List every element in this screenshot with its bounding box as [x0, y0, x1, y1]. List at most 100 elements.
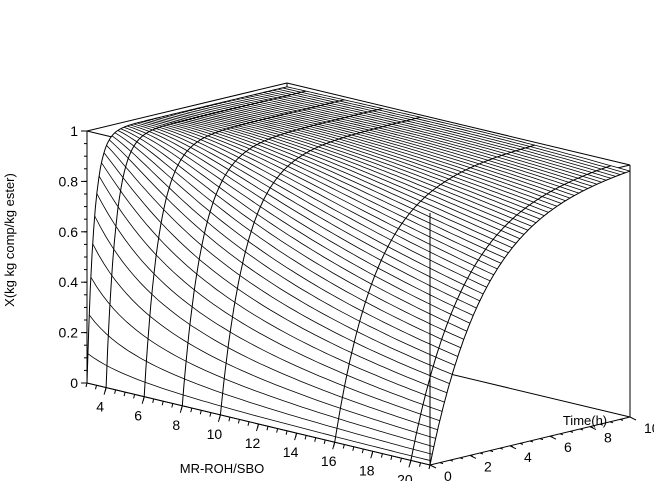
x-tick-label: 20	[397, 471, 413, 481]
y-tick-label: 10	[644, 420, 654, 436]
surface-mr-line	[410, 165, 612, 461]
x-minor-tick	[257, 423, 259, 429]
x-minor-tick	[95, 385, 97, 390]
surface-mr-line	[219, 116, 421, 415]
x-minor-tick	[285, 430, 288, 435]
x-tick-label: 8	[172, 417, 180, 433]
surface-patch	[88, 288, 434, 457]
x-minor-tick	[361, 448, 364, 454]
y-minor-tick	[609, 421, 614, 424]
z-tick-label: 0	[70, 375, 78, 391]
y-minor-tick	[469, 454, 474, 457]
surface-patch	[123, 126, 469, 332]
x-minor-tick	[190, 407, 193, 413]
y-minor-tick	[509, 445, 514, 448]
surface-mesh	[86, 86, 631, 466]
y-minor-tick	[589, 426, 594, 429]
x-minor-tick	[352, 446, 355, 451]
y-minor-tick	[619, 418, 624, 421]
surface-patch	[132, 123, 477, 312]
surface-mr-line	[143, 99, 345, 397]
y-minor-tick	[559, 433, 564, 436]
x-minor-tick	[133, 394, 136, 399]
y-minor-tick	[549, 435, 554, 438]
surface-patch	[115, 131, 461, 355]
z-tick-label: 1	[70, 123, 78, 139]
x-minor-tick	[104, 387, 107, 392]
x-tick-label: 12	[245, 435, 261, 451]
y-tick	[429, 464, 437, 469]
x-minor-tick	[390, 455, 393, 461]
box-edge	[286, 82, 631, 166]
surface-patch	[137, 122, 482, 301]
z-axis-label: X(kg kg comp/kg ester)	[2, 173, 17, 307]
x-minor-tick	[399, 458, 402, 463]
x-tick-label: 4	[96, 399, 104, 415]
x-minor-tick	[180, 405, 183, 410]
y-minor-tick	[529, 440, 534, 443]
surface-edge	[429, 170, 631, 466]
x-minor-tick	[304, 435, 307, 440]
x-minor-tick	[114, 389, 117, 394]
x-minor-tick	[276, 428, 279, 433]
x-minor-tick	[85, 382, 88, 388]
x-minor-tick	[266, 426, 269, 431]
x-minor-tick	[295, 432, 298, 438]
x-minor-tick	[209, 412, 212, 417]
surface-mr-line	[181, 108, 383, 406]
surface-patch	[90, 255, 436, 450]
x-tick-label: 10	[207, 426, 223, 442]
y-axis-label: Time(h)	[563, 413, 607, 428]
x-minor-tick	[123, 391, 126, 397]
surface-patch	[127, 125, 472, 324]
y-minor-tick	[459, 457, 464, 460]
x-tick-label: 16	[321, 453, 337, 469]
x-tick-label: 18	[359, 462, 375, 478]
surface-patch	[128, 124, 474, 320]
x-tick-label: 14	[283, 444, 299, 460]
x-minor-tick	[171, 403, 174, 408]
x-minor-tick	[409, 460, 412, 465]
surface-patch	[145, 120, 491, 285]
box-edge	[86, 82, 288, 132]
axes: 00.20.40.60.814681012141618200246810	[59, 123, 654, 481]
surface-mr-line	[105, 90, 307, 388]
x-minor-tick	[419, 462, 421, 467]
surface-patch	[117, 129, 462, 351]
y-minor-tick	[519, 442, 524, 445]
surface-patch	[150, 119, 496, 276]
x-minor-tick	[152, 398, 155, 404]
y-tick-label: 4	[524, 449, 532, 465]
x-minor-tick	[228, 417, 231, 422]
surface-patch	[135, 123, 481, 304]
z-tick-label: 0.6	[59, 224, 79, 240]
y-tick-label: 2	[484, 458, 492, 474]
x-minor-tick	[380, 453, 383, 458]
x-minor-tick	[237, 419, 240, 424]
surface-patch	[138, 122, 484, 298]
z-tick-label: 0.8	[59, 173, 79, 189]
x-minor-tick	[247, 421, 250, 426]
x-minor-tick	[333, 442, 336, 447]
y-tick-label: 6	[564, 439, 572, 455]
surface-patch	[148, 119, 494, 279]
surface-patch	[140, 121, 486, 294]
x-axis-label: MR-ROH/SBO	[180, 461, 265, 476]
y-tick	[629, 416, 637, 421]
x-minor-tick	[371, 451, 374, 456]
surface-patch	[130, 124, 476, 316]
surface-patch	[118, 128, 464, 346]
y-minor-tick	[599, 423, 604, 426]
surface-patch	[142, 121, 487, 291]
z-tick-label: 0.4	[59, 274, 79, 290]
x-minor-tick	[161, 401, 164, 406]
y-tick-label: 8	[604, 430, 612, 446]
x-minor-tick	[314, 437, 317, 442]
surface-patch	[152, 118, 497, 273]
y-minor-tick	[449, 459, 454, 462]
z-tick-label: 0.2	[59, 325, 79, 341]
y-tick-label: 0	[444, 468, 452, 481]
surface-edge	[86, 86, 288, 384]
x-minor-tick	[323, 439, 326, 445]
